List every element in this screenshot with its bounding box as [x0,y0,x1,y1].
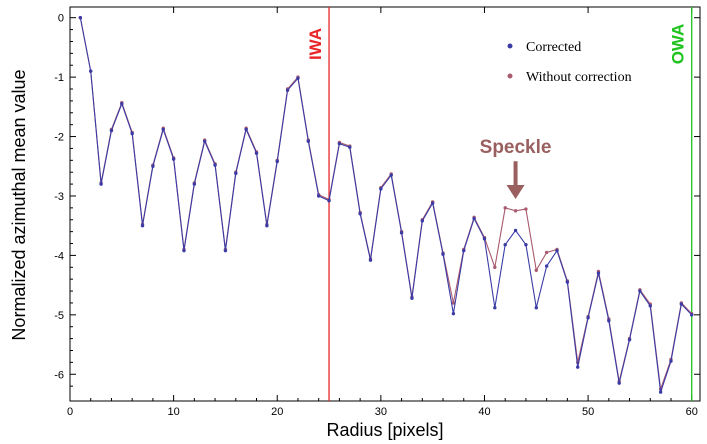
data-point-corrected [368,258,373,262]
data-point-corrected [130,131,134,136]
data-point-corrected [638,289,642,293]
data-point-corrected [576,365,580,369]
data-point-corrected [669,359,673,363]
data-point-corrected [223,248,228,253]
legend-label-corrected: Corrected [526,40,581,55]
data-point-without-correction [534,268,538,272]
axis-ticks: 0 10 20 30 40 50 60 0 -1 -2 -3 -4 -5 -6 [54,7,700,418]
data-point-without-correction [503,206,507,210]
data-point-corrected [690,313,694,317]
y-tick-label: -5 [54,310,64,322]
data-point-corrected [565,280,570,284]
data-point-corrected [348,145,352,149]
data-point-corrected [420,219,425,223]
data-point-corrected [296,76,300,81]
data-point-corrected [658,390,663,394]
data-point-corrected [254,151,259,155]
vline-label-iwa: IWA [306,28,325,60]
x-tick-label: 10 [167,406,179,418]
data-point-corrected [586,316,590,320]
data-point-corrected [358,212,362,216]
series-line-corrected [79,17,693,393]
vline-label-owa: OWA [669,24,688,65]
data-point-corrected [203,139,207,144]
data-point-corrected [316,194,321,198]
legend-marker-corrected [507,43,513,49]
y-tick-label: 0 [58,13,64,25]
data-point-corrected [275,159,279,164]
speckle-annotation: Speckle [480,137,552,199]
y-tick-label: -1 [54,72,64,84]
x-tick-label: 40 [478,406,490,418]
data-point-corrected [441,252,445,256]
data-point-corrected [544,264,549,268]
x-tick-label: 60 [686,406,698,418]
x-tick-label: 50 [582,406,594,418]
data-point-corrected [306,139,311,144]
data-point-corrected [462,248,466,253]
y-tick-label: -3 [54,191,64,203]
x-tick-label: 0 [67,406,73,418]
data-point-corrected [389,173,393,177]
data-point-corrected [513,228,518,233]
data-point-without-correction [524,207,528,211]
data-point-corrected [213,163,217,167]
data-point-corrected [192,182,197,186]
data-point-corrected [120,102,124,106]
data-point-corrected [234,171,238,176]
speckle-arrow-head [506,184,525,199]
data-point-corrected [182,248,186,253]
data-point-corrected [493,305,497,310]
data-point-corrected [410,296,414,300]
data-point-without-correction [451,301,456,305]
data-point-corrected [451,311,456,316]
y-tick-label: -6 [54,369,64,381]
data-point-corrected [524,243,528,247]
plot-frame [69,6,701,402]
y-axis-label: Normalized azimuthal mean value [9,69,29,340]
data-point-corrected [430,201,435,205]
data-point-without-correction [544,250,549,255]
reference-lines: IWA OWA [306,7,693,401]
data-point-corrected [265,223,269,228]
data-point-corrected [337,141,342,146]
legend-label-without-correction: Without correction [526,70,632,85]
x-tick-label: 30 [375,406,387,418]
data-point-corrected [171,157,176,161]
data-point-corrected [627,338,632,342]
data-point-corrected [555,248,559,253]
data-point-corrected [607,319,611,323]
data-point-corrected [482,237,487,241]
data-point-corrected [99,182,103,186]
data-point-corrected [596,271,601,275]
data-point-without-correction [493,265,497,269]
data-point-corrected [648,304,652,308]
data-point-corrected [534,305,538,310]
data-point-corrected [161,127,165,132]
speckle-label: Speckle [480,137,552,158]
legend-marker-without-correction [507,73,513,79]
data-point-corrected [399,231,404,235]
x-tick-label: 20 [271,406,283,418]
data-point-corrected [140,223,145,228]
data-point-corrected [379,187,383,191]
y-tick-label: -4 [54,250,64,262]
data-point-without-correction [513,209,518,213]
data-point-corrected [472,216,476,221]
data-point-corrected [327,199,331,203]
data-point-corrected [679,302,684,306]
data-point-corrected [617,381,621,385]
data-point-corrected [151,164,155,168]
legend: Corrected Without correction [507,40,632,85]
data-point-corrected [109,128,114,133]
data-point-corrected [89,69,93,73]
x-axis-label: Radius [pixels] [326,420,443,440]
data-point-corrected [503,243,507,247]
data-point-corrected [285,88,290,92]
data-point-corrected [244,127,248,132]
series-group [78,15,694,394]
data-point-corrected [78,15,83,20]
y-tick-label: -2 [54,132,64,144]
